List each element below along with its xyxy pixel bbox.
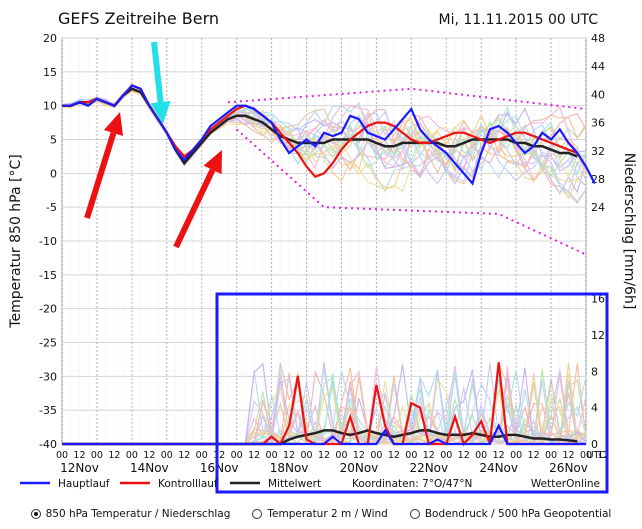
x-day-tick: 24Nov [479,461,518,475]
y-right-precip-tick: 12 [591,329,605,342]
x-hour-tick: 12 [493,450,505,461]
legend-label: Kontrolllauf [158,478,218,490]
red-arrow-head [103,112,124,136]
gefs-chart: 20151050-5-10-15-20-25-30-35-40484440363… [8,9,637,494]
x-hour-tick: 00 [161,450,173,461]
red-arrow-shaft [173,168,216,249]
y-left-tick: -40 [39,438,57,451]
x-hour-tick: 00 [405,450,417,461]
x-hour-tick: 00 [510,450,522,461]
y-right-tick: 36 [591,117,605,130]
y-right-precip-tick: 0 [591,438,598,451]
y-left-tick: -10 [39,235,57,248]
y-left-tick: -30 [39,370,57,383]
y-right-precip-tick: 4 [591,402,598,415]
radio-icon[interactable] [252,509,263,519]
x-hour-tick: 00 [545,450,557,461]
series-hauptlauf-temperature [62,84,596,186]
y-right-precip-tick: 16 [591,293,605,306]
radio-icon[interactable] [30,509,41,519]
x-hour-tick: 12 [73,450,85,461]
x-day-tick: 18Nov [270,461,309,475]
x-hour-tick: 12 [423,450,435,461]
series-hauptlauf-precip [62,423,586,446]
option-bodendruck[interactable]: Bodendruck / 500 hPa Geopotential [409,508,612,520]
x-hour-tick: 12 [178,450,190,461]
legend-label: Mittelwert [268,478,321,490]
envelope-lower [236,128,587,256]
x-hour-tick: 00 [266,450,278,461]
cyan-arrow-shaft [151,41,164,103]
option-temp-2m[interactable]: Temperatur 2 m / Wind [252,508,388,520]
x-hour-tick: 12 [283,450,295,461]
x-hour-tick: 00 [440,450,452,461]
x-hour-tick: 12 [143,450,155,461]
envelope-upper [227,87,587,111]
x-hour-tick: 00 [335,450,347,461]
x-hour-tick: 12 [213,450,225,461]
y-left-tick: -15 [39,269,57,282]
y-left-tick: 5 [50,134,57,147]
y-right-tick: 32 [591,145,605,158]
option-label: Bodendruck / 500 hPa Geopotential [424,508,612,520]
y-right-tick: 48 [591,32,605,45]
legend-label: Hauptlauf [58,478,110,490]
y-right-tick: 24 [591,201,605,214]
option-label: 850 hPa Temperatur / Niederschlag [45,508,231,520]
red-arrow-head [203,150,222,175]
y-left-tick: -20 [39,303,57,316]
brand-label: WetterOnline [531,478,600,490]
y-right-tick: 44 [591,60,605,73]
x-day-tick: 16Nov [200,461,239,475]
x-hour-tick: 00 [475,450,487,461]
x-hour-tick: 12 [528,450,540,461]
x-hour-tick: 00 [300,450,312,461]
x-hour-tick: 12 [458,450,470,461]
x-hour-tick: 12 [108,450,120,461]
option-label: Temperatur 2 m / Wind [267,508,388,520]
x-hour-tick: 12 [562,450,574,461]
x-hour-tick: 00 [231,450,243,461]
x-hour-tick: 12 [353,450,365,461]
y-left-tick: -25 [39,337,57,350]
x-hour-tick: 12 [248,450,260,461]
y-left-tick: -35 [39,404,57,417]
x-hour-tick: 12 [597,450,609,461]
x-hour-tick: 00 [91,450,103,461]
x-day-tick: 12Nov [60,461,99,475]
y-left-tick: 0 [50,167,57,180]
y-left-tick: -5 [46,201,57,214]
y-left-tick: 20 [43,32,57,45]
view-options: 850 hPa Temperatur / Niederschlag Temper… [0,500,642,528]
radio-icon[interactable] [409,509,420,519]
x-day-tick: 14Nov [130,461,169,475]
option-850hpa[interactable]: 850 hPa Temperatur / Niederschlag [30,508,231,520]
precip-highlight-box [215,292,609,494]
x-day-tick: 20Nov [340,461,379,475]
chart-title: GEFS Zeitreihe Bern [58,9,219,28]
y-left-tick: 10 [43,100,57,113]
y-right-precip-tick: 8 [591,365,598,378]
y-left-tick: 15 [43,66,57,79]
cyan-arrow-head [150,101,171,124]
x-hour-tick: 00 [126,450,138,461]
x-hour-tick: 12 [318,450,330,461]
coords-label: Koordinaten: 7°O/47°N [352,478,472,490]
x-hour-tick: 00 [196,450,208,461]
x-hour-tick: 00 [370,450,382,461]
red-arrow-shaft [84,132,117,219]
x-hour-tick: UTC [587,450,606,461]
x-hour-tick: 00 [580,450,592,461]
x-hour-tick: 00 [56,450,68,461]
y-right-tick: 40 [591,88,605,101]
x-day-tick: 26Nov [549,461,588,475]
x-hour-tick: 12 [388,450,400,461]
date-label: Mi, 11.11.2015 00 UTC [439,12,599,28]
y-left-label: Temperatur 850 hPa [°C] [8,154,24,328]
x-day-tick: 22Nov [409,461,448,475]
y-right-label: Niederschlag [mm/6h] [621,153,637,310]
